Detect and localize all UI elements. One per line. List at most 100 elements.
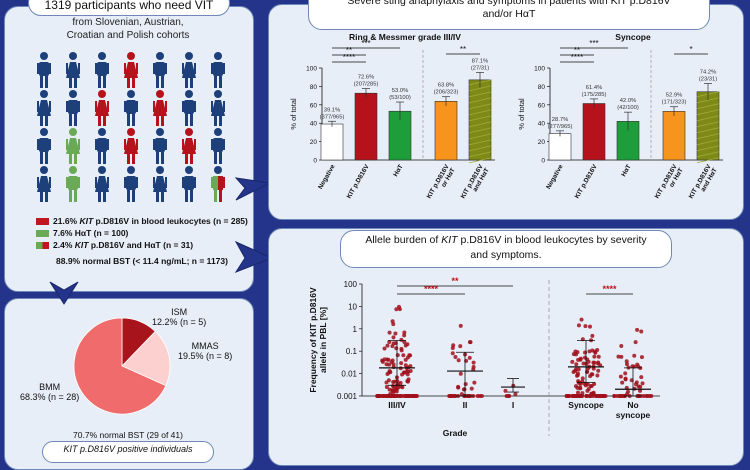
person-icon (95, 166, 109, 202)
data-point (405, 369, 410, 374)
person-head (98, 128, 106, 136)
data-point (408, 364, 413, 369)
person-arm (194, 177, 196, 188)
person-body (124, 62, 138, 78)
person-body (153, 100, 167, 116)
bar-hatch (468, 97, 492, 104)
bar-hatch (468, 139, 492, 146)
y-axis-label: % of total (517, 98, 526, 130)
person-arm (78, 177, 80, 188)
bar (354, 92, 378, 161)
person-icon (124, 166, 138, 202)
legend-hat-swatch (36, 230, 49, 237)
person-arm (211, 139, 213, 150)
person-arm (107, 177, 109, 188)
data-point (382, 346, 387, 351)
data-point (513, 392, 518, 397)
person-body (66, 62, 80, 78)
pie-label-ism-value: 12.2% (n = 5) (152, 317, 207, 327)
person-arm (136, 139, 138, 150)
person-icon (37, 128, 51, 164)
person-arm (223, 177, 225, 188)
chart-syncope: Syncope % of total 0 20 40 60 80 100 28.7%(277/9… (517, 32, 723, 200)
category-line: No (627, 400, 638, 410)
significance-label: ** (346, 46, 352, 55)
legend-both-text: p.D816V and HαT (n = 31) (88, 240, 194, 250)
person-leg (156, 192, 159, 202)
bar-hatch (696, 97, 720, 104)
data-point (399, 337, 404, 342)
legend-hat: 7.6% HαT (n = 100) (36, 228, 128, 238)
person-leg (98, 116, 101, 126)
data-label: 28.7% (552, 117, 568, 123)
data-point (573, 368, 578, 373)
person-head (69, 128, 77, 136)
data-point (616, 354, 621, 359)
y-tick-label: 100 (344, 280, 358, 289)
cohort-source-line1: from Slovenian, Austrian, (72, 17, 184, 28)
cohort-source: from Slovenian, Austrian, Croatian and P… (4, 16, 252, 42)
person-leg (127, 190, 130, 202)
data-label: 39.1% (324, 107, 340, 113)
y-tick-label: 60 (310, 102, 318, 109)
y-tick-label: 20 (538, 139, 546, 146)
legend-both-pct: 2.4% (53, 240, 75, 250)
data-point (639, 375, 644, 380)
data-point (579, 394, 584, 398)
person-leg (127, 114, 130, 126)
data-point (576, 390, 581, 395)
y-axis-label-line: Frequency of KIT p.D816V (308, 287, 318, 393)
person-arm (37, 139, 39, 150)
data-point (398, 380, 403, 385)
person-leg (132, 78, 135, 88)
bar (320, 123, 344, 161)
data-point (384, 385, 389, 390)
bar-hatch (696, 157, 720, 164)
person-head (156, 52, 164, 60)
data-point (391, 383, 396, 388)
data-point (447, 394, 452, 398)
data-point (590, 348, 595, 353)
person-leg (161, 76, 164, 88)
person-arm (211, 63, 213, 74)
person-head (214, 166, 222, 174)
cohort-header: 1319 participants who need VIT (28, 0, 230, 16)
x-axis-label: Grade (443, 428, 468, 438)
y-tick-label: 40 (310, 121, 318, 128)
person-icon (124, 90, 138, 126)
bar-hatch (468, 157, 492, 164)
person-icon (95, 52, 109, 88)
person-arm (49, 63, 51, 74)
data-point (450, 351, 455, 356)
person-leg (74, 154, 77, 164)
person-leg (185, 78, 188, 88)
person-body (213, 62, 223, 76)
data-point (619, 354, 624, 359)
person-leg (74, 190, 77, 202)
data-point (595, 373, 600, 378)
data-point (403, 343, 408, 348)
category-label: Negative (545, 163, 565, 190)
person-arm (95, 139, 97, 150)
bar-hatch (696, 121, 720, 128)
person-leg (214, 190, 217, 202)
person-arm (165, 63, 167, 74)
category-label: II (463, 400, 468, 410)
legend-kit-gene: KIT (79, 216, 94, 226)
bar-hatch (696, 109, 720, 116)
data-point (475, 394, 480, 398)
chart-title: Ring & Messmer grade III/IV (349, 32, 461, 42)
data-label: 74.2% (700, 69, 716, 75)
category-label: HαT (392, 163, 404, 177)
data-point (587, 324, 592, 329)
data-point (623, 371, 628, 376)
legend-kit: 21.6% KIT p.D816V in blood leukocytes (n… (36, 216, 248, 226)
legend-both-gene: KIT (74, 240, 89, 250)
person-body-right (218, 176, 223, 190)
count-label: (171/323) (662, 100, 687, 106)
category-label: HαT (620, 163, 632, 177)
category-label: KIT p.D816Vor HαT (426, 163, 457, 203)
person-body (39, 138, 49, 152)
chart-title: Syncope (615, 32, 651, 42)
person-arm (223, 101, 225, 112)
